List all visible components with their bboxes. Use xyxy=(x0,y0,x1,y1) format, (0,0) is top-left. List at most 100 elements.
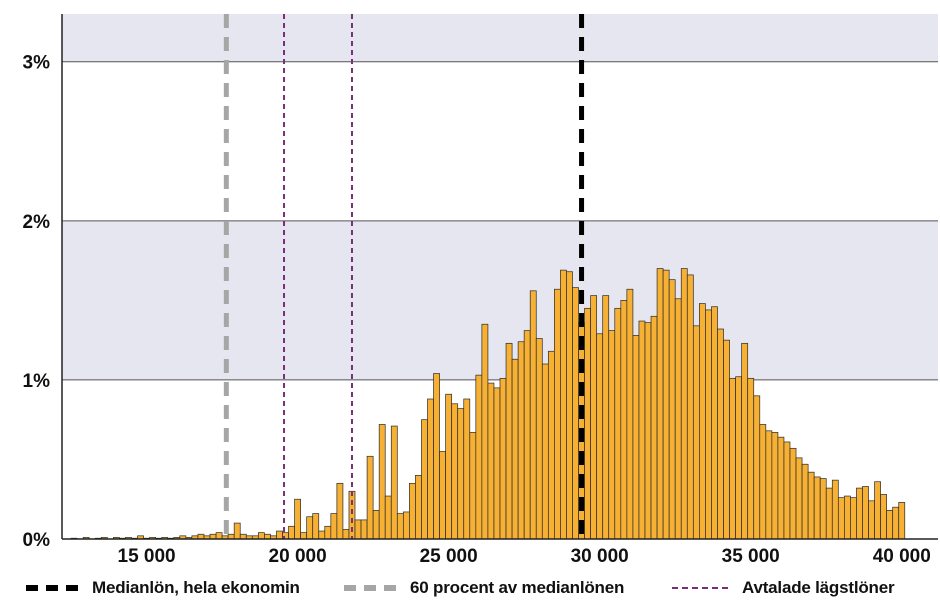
histogram-bar xyxy=(523,330,531,540)
histogram-bar xyxy=(378,424,386,540)
legend-item-minimum-wage: Avtalade lägstlöner xyxy=(672,572,895,604)
histogram-bar xyxy=(825,487,833,540)
histogram-bar xyxy=(892,506,900,540)
histogram-bar xyxy=(777,436,785,540)
histogram-bar xyxy=(874,481,881,540)
y-axis-tick-labels: 0% 1% 2% 3% xyxy=(23,53,51,551)
reference-lines xyxy=(223,14,585,539)
y-tick-label: 1% xyxy=(23,371,51,392)
histogram-bar xyxy=(729,377,736,540)
grid-band xyxy=(62,220,938,380)
histogram-bar xyxy=(819,478,827,540)
y-tick-label: 3% xyxy=(23,53,51,74)
histogram-bar xyxy=(535,338,543,540)
histogram-bar xyxy=(566,271,573,540)
histogram-bar xyxy=(584,307,591,540)
histogram-bar xyxy=(312,513,320,540)
histogram-bar xyxy=(674,298,682,540)
histogram-bar xyxy=(837,497,845,540)
histogram-bar xyxy=(801,463,809,540)
background-bands xyxy=(62,14,938,380)
histogram-bar xyxy=(656,268,664,540)
histogram-bar xyxy=(880,494,887,540)
histogram-bar xyxy=(481,323,489,540)
histogram-bar xyxy=(686,274,694,540)
histogram-bar xyxy=(789,447,797,540)
histogram-bar xyxy=(620,300,628,540)
histogram-bar xyxy=(862,486,869,540)
histogram-bar xyxy=(342,529,350,540)
x-tick-label: 35 000 xyxy=(722,546,780,567)
histogram-bar xyxy=(856,487,863,540)
histogram-bar xyxy=(547,350,555,540)
histogram-bar xyxy=(463,398,471,540)
histogram-bar xyxy=(572,287,579,540)
histogram-bar xyxy=(717,328,724,540)
histogram-bar xyxy=(735,376,743,540)
histogram-bar xyxy=(795,457,803,540)
histogram-bar xyxy=(306,516,314,540)
histogram-bar xyxy=(300,532,308,540)
histogram-bar xyxy=(898,502,906,540)
histogram-bar xyxy=(608,330,616,540)
histogram-bar xyxy=(723,339,730,540)
histogram-bar xyxy=(294,498,301,540)
histogram-bar xyxy=(747,377,755,540)
histogram-bar xyxy=(596,333,604,540)
histogram-bar xyxy=(886,510,894,540)
legend-label-sixty-percent: 60 procent av medianlönen xyxy=(410,578,625,597)
x-tick-label: 20 000 xyxy=(269,546,327,567)
grid-band xyxy=(62,14,938,62)
histogram-bar xyxy=(692,325,700,540)
histogram-bar xyxy=(759,424,767,540)
histogram-bar xyxy=(602,295,610,540)
plot-frame xyxy=(61,14,938,540)
histogram-bar xyxy=(765,430,773,540)
x-tick-label: 30 000 xyxy=(571,546,629,567)
histogram-bar xyxy=(771,432,779,540)
histogram-bar xyxy=(215,532,223,540)
histogram-bar xyxy=(850,497,857,540)
histogram-bar xyxy=(517,341,525,540)
legend-swatch-minimum-wage xyxy=(672,587,728,589)
histogram-bar xyxy=(439,451,446,540)
histogram-bar xyxy=(783,441,791,540)
histogram-bar xyxy=(384,495,392,540)
histogram-bar xyxy=(650,315,658,540)
histogram-bar xyxy=(505,342,513,540)
legend-swatch-sixty-percent xyxy=(344,585,396,591)
y-tick-label: 0% xyxy=(23,530,51,551)
histogram-bar xyxy=(529,290,537,540)
histogram-bar xyxy=(831,479,839,540)
histogram-bar xyxy=(360,519,368,540)
histogram-bar xyxy=(711,306,718,540)
histogram-bar xyxy=(257,532,265,540)
histogram-bar xyxy=(626,288,634,540)
x-tick-label: 15 000 xyxy=(118,546,176,567)
histogram-bar xyxy=(276,530,283,540)
histogram-bar xyxy=(493,387,501,540)
histogram-bar xyxy=(590,295,598,540)
histogram-bar xyxy=(475,374,483,540)
histogram-bar xyxy=(511,358,519,540)
histogram-bar xyxy=(541,363,549,540)
histogram-bar xyxy=(233,522,241,540)
histogram-bar xyxy=(354,519,362,540)
histogram-bar xyxy=(614,307,622,540)
histogram-bar xyxy=(324,525,332,540)
histogram-bar xyxy=(499,377,507,540)
histogram-bar xyxy=(457,408,465,540)
histogram-bar xyxy=(421,419,428,540)
histogram-bar xyxy=(753,395,761,540)
histogram-bar xyxy=(844,495,851,540)
histogram-bar xyxy=(662,269,670,540)
histogram-bar xyxy=(433,373,440,540)
histogram-bar xyxy=(409,482,416,540)
histogram-bar xyxy=(554,288,561,540)
histogram-bar xyxy=(427,398,434,540)
histogram-bar xyxy=(390,425,398,540)
histogram-bar xyxy=(372,510,380,540)
legend-label-minimum-wage: Avtalade lägstlöner xyxy=(742,578,895,597)
histogram-bar xyxy=(469,432,477,540)
